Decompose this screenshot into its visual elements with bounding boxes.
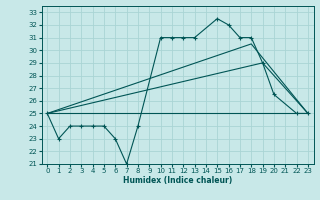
X-axis label: Humidex (Indice chaleur): Humidex (Indice chaleur) bbox=[123, 176, 232, 185]
